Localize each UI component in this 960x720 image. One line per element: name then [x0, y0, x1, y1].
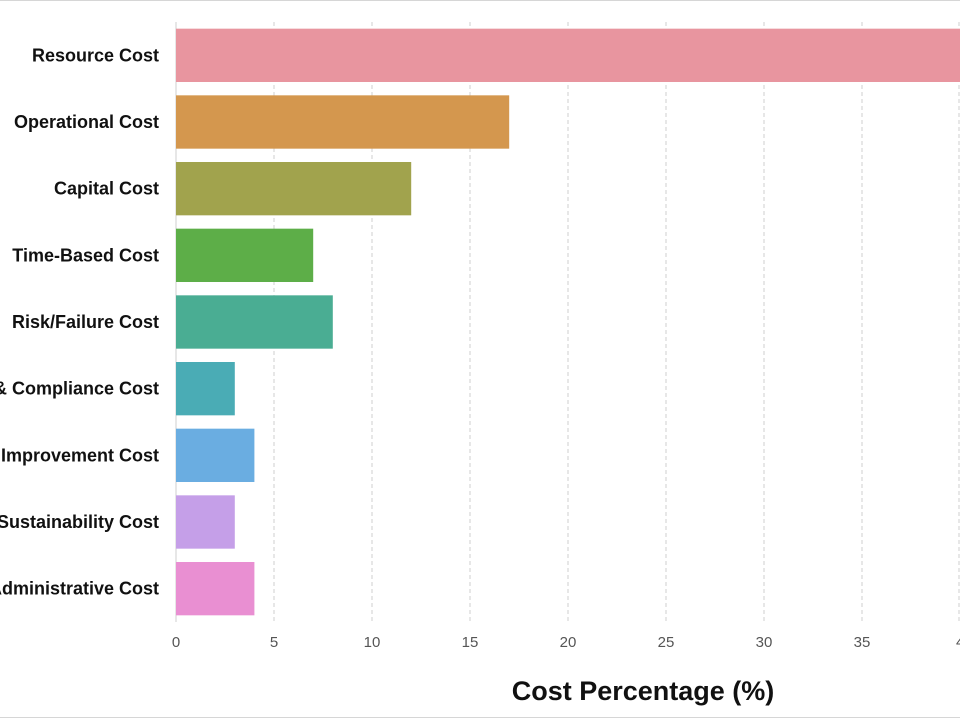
bar [176, 295, 333, 349]
bar [176, 562, 255, 616]
x-tick-label: 25 [658, 634, 675, 651]
category-label: Risk/Failure Cost [12, 312, 159, 332]
bar-layer [176, 28, 960, 616]
x-tick-label: 35 [854, 634, 871, 651]
x-tick-label: 15 [462, 634, 479, 651]
category-label: & Compliance Cost [0, 379, 159, 399]
frame-line-top [0, 0, 960, 1]
category-label-layer: Resource Cost Operational Cost Capital Cos… [0, 45, 159, 598]
x-tick-label: 0 [172, 634, 180, 651]
category-label: Improvement Cost [1, 445, 159, 465]
bar [176, 228, 314, 282]
x-tick-label: 4 [956, 634, 960, 651]
bar [176, 495, 235, 549]
tick-label-layer: 0 5 10 15 20 25 30 35 4 [172, 634, 960, 651]
x-tick-label: 10 [364, 634, 381, 651]
bar [176, 362, 235, 416]
category-label: Administrative Cost [0, 579, 159, 599]
category-label: Operational Cost [14, 112, 159, 132]
category-label: Resource Cost [32, 45, 159, 65]
category-label: Capital Cost [54, 179, 159, 199]
x-tick-label: 5 [270, 634, 278, 651]
bar [176, 95, 510, 149]
category-label: /Sustainability Cost [0, 512, 159, 532]
x-tick-label: 30 [756, 634, 773, 651]
x-tick-label: 20 [560, 634, 577, 651]
bar [176, 162, 412, 216]
frame-line-bottom [0, 717, 960, 718]
bar [176, 428, 255, 482]
x-axis-title: Cost Percentage (%) [512, 676, 775, 706]
bar [176, 28, 960, 83]
category-label: Time-Based Cost [12, 245, 159, 265]
